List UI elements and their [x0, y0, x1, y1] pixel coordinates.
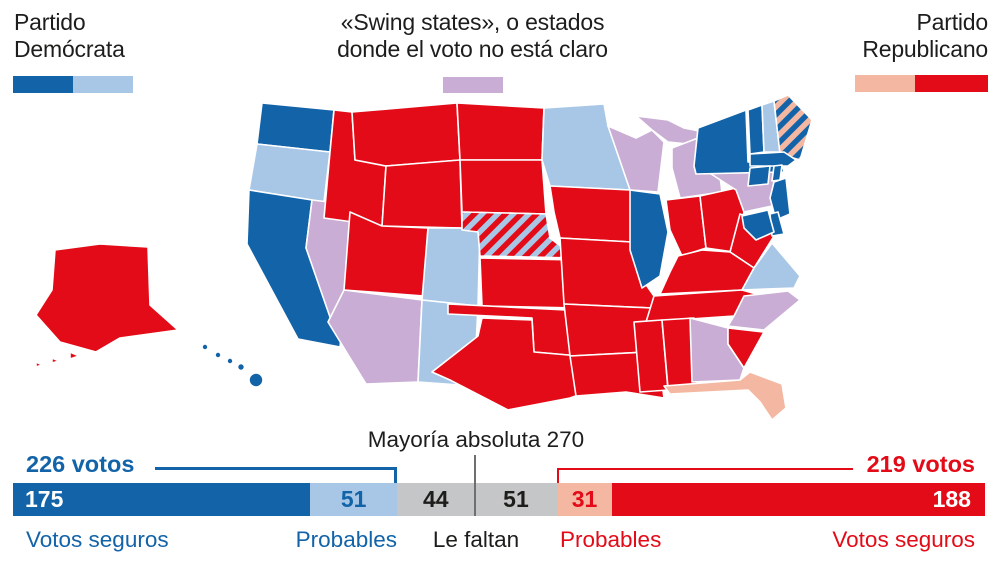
- state-iowa: [549, 185, 639, 243]
- state-new-jersey: [769, 177, 791, 221]
- state-hawaii-oahu: [214, 351, 222, 359]
- swatch-swing: [443, 77, 503, 93]
- state-north-dakota: [456, 102, 545, 161]
- swatch-dem-lean: [73, 76, 133, 93]
- democrat-total-bracket: [155, 467, 397, 483]
- legend-republican-line1: Partido: [916, 9, 989, 35]
- legend-republican-line2: Republicano: [862, 36, 988, 62]
- state-colorado: [421, 227, 481, 307]
- legend-swing-title: «Swing states», o estados donde el voto …: [270, 9, 675, 63]
- segment-dem-lean: 51: [310, 483, 397, 516]
- segment-rep-safe: 188: [611, 483, 985, 516]
- legend-democrat-swatches: [13, 76, 133, 93]
- label-rep-votos-seguros: Votos seguros: [832, 527, 975, 552]
- state-texas: [431, 317, 615, 411]
- republican-total-bracket: [557, 468, 853, 483]
- state-alaska-island-1: [69, 351, 80, 360]
- legend-democrat-title: Partido Demócrata: [14, 9, 125, 63]
- state-hawaii-big-island: [248, 372, 264, 388]
- segment-rep-lean: 31: [557, 483, 612, 516]
- majority-label: Mayoría absoluta 270: [367, 427, 585, 452]
- swatch-dem-solid: [13, 76, 73, 93]
- segment-dem-safe: 175: [13, 483, 311, 516]
- state-arizona: [327, 289, 423, 385]
- state-massachusetts: [749, 151, 797, 167]
- state-illinois: [629, 189, 669, 289]
- state-north-carolina: [727, 290, 801, 331]
- state-alaska: [35, 243, 179, 353]
- legend-republican-title: Partido Republicano: [862, 9, 988, 63]
- state-maine: [773, 94, 813, 161]
- state-hawaii-kauai: [201, 343, 209, 351]
- state-wyoming: [381, 159, 463, 229]
- state-virginia: [741, 242, 801, 291]
- state-south-dakota: [459, 159, 547, 215]
- majority-270-tick: [473, 455, 476, 516]
- state-hawaii-molokai: [226, 357, 234, 365]
- legend-swing-line1: «Swing states», o estados: [340, 9, 605, 35]
- state-south-carolina: [727, 327, 765, 369]
- swatch-rep-lean: [855, 75, 915, 92]
- label-dem-votos-seguros: Votos seguros: [26, 527, 169, 552]
- electoral-votes-bar: 175 51 44 51 31 188: [13, 455, 985, 516]
- state-nebraska: [461, 211, 577, 259]
- democrat-total-label: 226 votos: [26, 451, 135, 477]
- republican-total-label: 219 votos: [866, 451, 975, 477]
- legend-swing-line2: donde el voto no está claro: [337, 36, 608, 62]
- label-le-faltan: Le faltan: [432, 527, 520, 552]
- state-maryland: [741, 209, 775, 241]
- state-alaska-island-3: [35, 361, 43, 368]
- legend-democrat-line1: Partido: [14, 9, 86, 35]
- label-dem-probables: Probables: [295, 527, 397, 552]
- state-rhode-island: [771, 164, 783, 182]
- state-montana: [351, 102, 461, 167]
- state-hawaii-maui: [236, 362, 246, 372]
- swatch-rep-solid: [915, 75, 988, 92]
- state-connecticut: [747, 165, 771, 187]
- state-florida: [663, 371, 787, 421]
- segment-missing-dem: 44: [396, 483, 475, 516]
- segment-missing-rep: 51: [474, 483, 558, 516]
- label-rep-probables: Probables: [560, 527, 662, 552]
- state-alaska-island-2: [51, 357, 60, 364]
- state-indiana: [665, 195, 707, 257]
- legend-democrat-line2: Demócrata: [14, 36, 125, 62]
- legend-republican-swatches: [855, 75, 988, 92]
